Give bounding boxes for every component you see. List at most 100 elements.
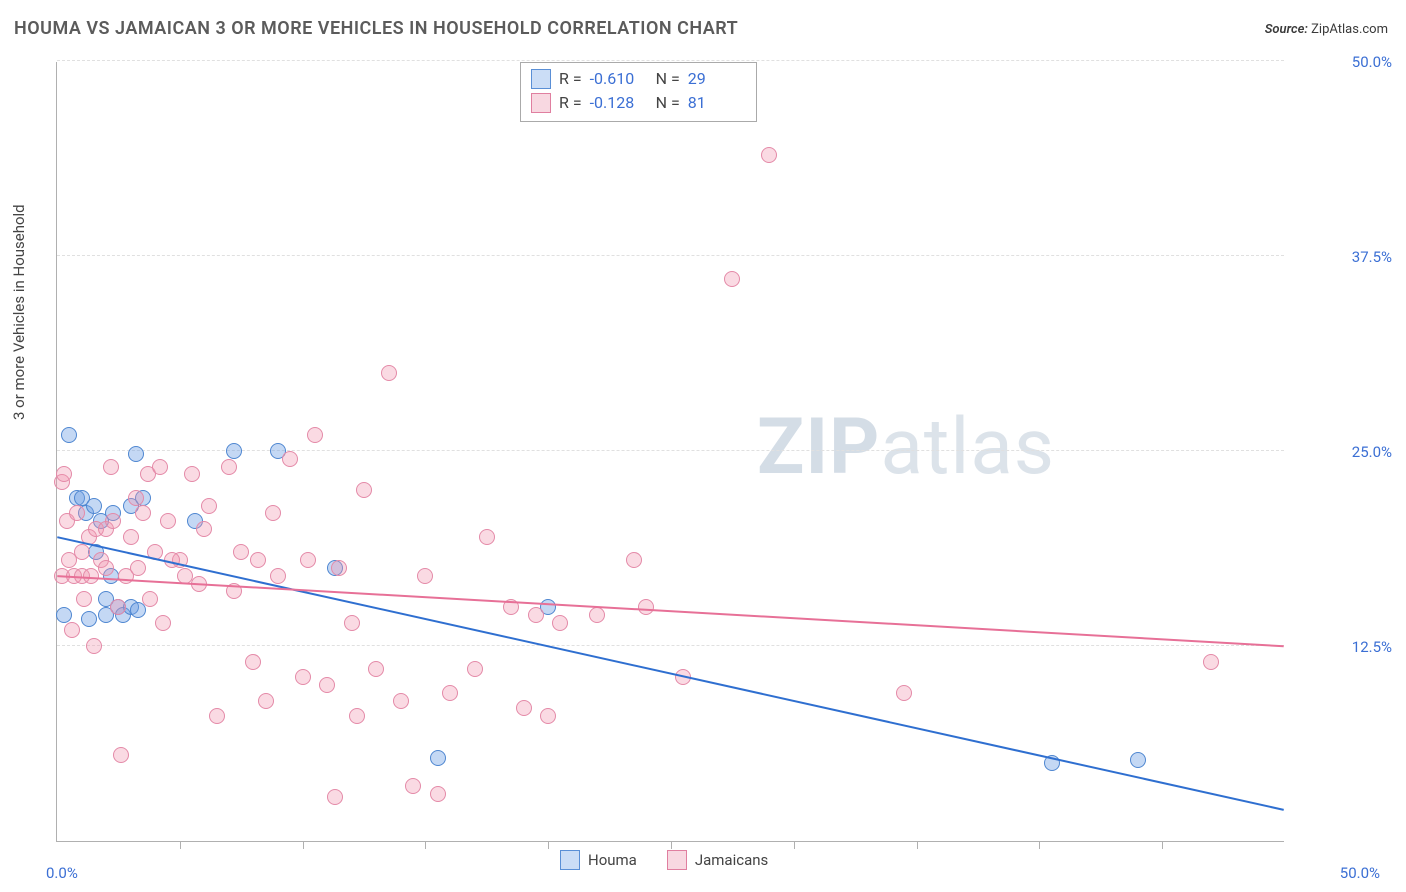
data-point: [405, 778, 421, 794]
data-point: [503, 599, 519, 615]
data-point: [250, 552, 266, 568]
ytick-label: 37.5%: [1352, 248, 1392, 266]
data-point: [83, 568, 99, 584]
data-point: [589, 607, 605, 623]
x-origin-label: 0.0%: [46, 864, 78, 882]
data-point: [638, 599, 654, 615]
ytick-label: 12.5%: [1352, 638, 1392, 656]
gridline: [57, 255, 1284, 256]
data-point: [74, 544, 90, 560]
data-point: [98, 560, 114, 576]
data-point: [344, 615, 360, 631]
data-point: [233, 544, 249, 560]
data-point: [295, 669, 311, 685]
data-point: [258, 693, 274, 709]
data-point: [128, 446, 144, 462]
watermark: ZIPatlas: [757, 402, 1055, 493]
xtick: [1162, 841, 1163, 849]
data-point: [552, 615, 568, 631]
n-label: N =: [656, 91, 680, 115]
data-point: [142, 591, 158, 607]
data-point: [152, 459, 168, 475]
data-point: [393, 693, 409, 709]
data-point: [417, 568, 433, 584]
data-point: [282, 451, 298, 467]
data-point: [516, 700, 532, 716]
stats-row-jamaicans: R = -0.128 N = 81: [531, 91, 746, 115]
stats-row-houma: R = -0.610 N = 29: [531, 67, 746, 91]
data-point: [265, 505, 281, 521]
data-point: [319, 677, 335, 693]
xtick: [303, 841, 304, 849]
swatch-blue-icon: [560, 850, 580, 870]
data-point: [209, 708, 225, 724]
data-point: [105, 513, 121, 529]
regression-line: [57, 576, 1283, 646]
xtick: [180, 841, 181, 849]
data-point: [307, 427, 323, 443]
data-point: [331, 560, 347, 576]
data-point: [626, 552, 642, 568]
legend-item-houma: Houma: [560, 850, 637, 870]
ytick-label: 25.0%: [1352, 443, 1392, 461]
data-point: [1203, 654, 1219, 670]
data-point: [56, 607, 72, 623]
data-point: [368, 661, 384, 677]
data-point: [349, 708, 365, 724]
r-value-jamaicans: -0.128: [590, 91, 648, 115]
data-point: [86, 498, 102, 514]
data-point: [442, 685, 458, 701]
data-point: [245, 654, 261, 670]
r-label: R =: [559, 91, 582, 115]
y-axis-label: 3 or more Vehicles in Household: [10, 204, 28, 420]
swatch-blue-icon: [531, 69, 551, 89]
data-point: [896, 685, 912, 701]
data-point: [1044, 755, 1060, 771]
n-value-jamaicans: 81: [688, 91, 746, 115]
data-point: [356, 482, 372, 498]
data-point: [164, 552, 180, 568]
x-end-label: 50.0%: [1340, 864, 1380, 882]
data-point: [381, 365, 397, 381]
xtick: [671, 841, 672, 849]
regression-line: [57, 537, 1283, 810]
swatch-pink-icon: [531, 93, 551, 113]
xtick: [425, 841, 426, 849]
watermark-atlas: atlas: [880, 402, 1055, 493]
swatch-pink-icon: [667, 850, 687, 870]
data-point: [160, 513, 176, 529]
source-label: Source:: [1265, 22, 1308, 37]
data-point: [226, 583, 242, 599]
data-point: [86, 638, 102, 654]
data-point: [64, 622, 80, 638]
gridline: [57, 645, 1284, 646]
data-point: [528, 607, 544, 623]
data-point: [81, 611, 97, 627]
data-point: [69, 505, 85, 521]
stats-legend: R = -0.610 N = 29 R = -0.128 N = 81: [520, 62, 757, 122]
data-point: [135, 505, 151, 521]
data-point: [103, 459, 119, 475]
ytick-label: 50.0%: [1352, 53, 1392, 71]
data-point: [191, 576, 207, 592]
data-point: [201, 498, 217, 514]
xtick: [548, 841, 549, 849]
data-point: [221, 459, 237, 475]
plot-area: ZIPatlas R = -0.610 N = 29 R = -0.128 N …: [56, 62, 1284, 842]
legend-label-houma: Houma: [588, 851, 637, 869]
data-point: [130, 560, 146, 576]
data-point: [128, 490, 144, 506]
data-point: [226, 443, 242, 459]
gridline: [57, 60, 1284, 61]
data-point: [76, 591, 92, 607]
xtick: [917, 841, 918, 849]
data-point: [467, 661, 483, 677]
data-point: [1130, 752, 1146, 768]
r-label: R =: [559, 67, 582, 91]
data-point: [196, 521, 212, 537]
data-point: [327, 789, 343, 805]
r-value-houma: -0.610: [590, 67, 648, 91]
data-point: [479, 529, 495, 545]
source-attribution: Source: ZipAtlas.com: [1265, 22, 1388, 37]
data-point: [177, 568, 193, 584]
